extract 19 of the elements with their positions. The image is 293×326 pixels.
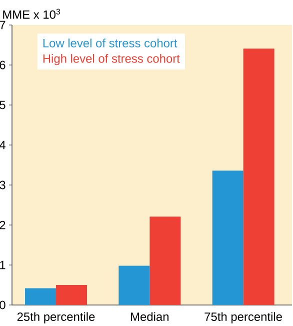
- bar: [243, 48, 274, 305]
- text: Low level of stress cohort: [43, 38, 178, 48]
- x-tick-label: Median: [131, 312, 168, 321]
- x-tick-label: 25th percentile: [17, 312, 95, 324]
- y-tick-label: 2: [0, 220, 6, 230]
- bar: [212, 170, 244, 305]
- bar: [118, 266, 150, 305]
- bar: [25, 288, 56, 305]
- y-tick-label: 1: [0, 260, 6, 270]
- y-tick-label: 3: [0, 180, 6, 190]
- y-axis-title: MME x 10$^{3}$: [3, 8, 60, 19]
- y-tick-label: 7: [0, 20, 6, 30]
- y-tick-label: 6: [0, 60, 6, 70]
- bar: [56, 285, 88, 305]
- y-tick-label: 5: [0, 100, 6, 110]
- bar: [150, 216, 181, 305]
- x-tick-label: 75th percentile: [204, 312, 282, 324]
- text: High level of stress cohort: [43, 54, 180, 66]
- y-tick-label: 0: [0, 300, 6, 310]
